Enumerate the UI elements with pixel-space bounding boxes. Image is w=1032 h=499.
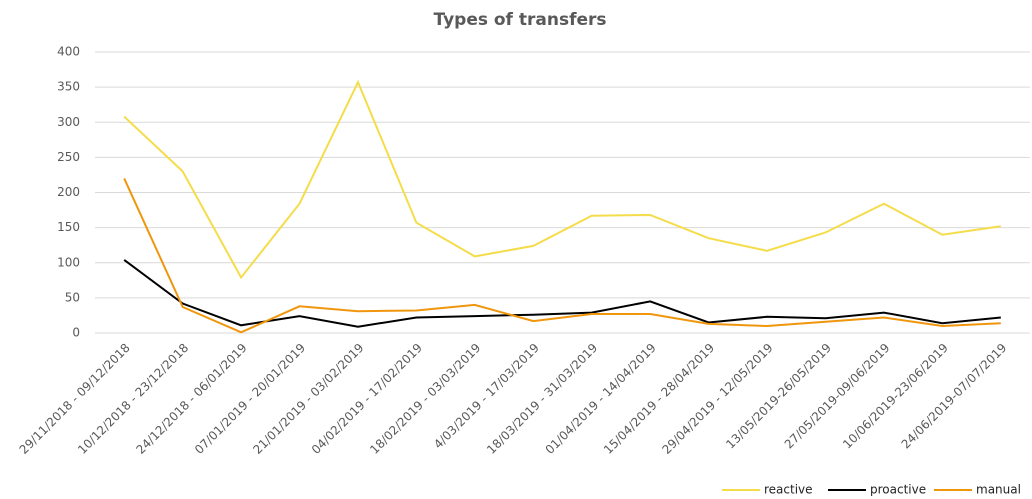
y-tick-label: 50 (65, 290, 80, 304)
legend-label: reactive (764, 483, 813, 497)
x-tick-label: 27/05/2019-09/06/2019 (782, 341, 893, 452)
series-line (123, 79, 1001, 280)
x-tick-label: 10/12/2018 - 23/12/2018 (75, 341, 191, 457)
x-tick-label: 4/03/2019 - 17/03/2019 (431, 341, 542, 452)
y-tick-label: 150 (57, 220, 80, 234)
x-tick-label: 01/04/2019 - 14/04/2019 (543, 341, 659, 457)
x-tick-label: 04/02/2019 - 17/02/2019 (309, 341, 425, 457)
x-tick-label: 21/01/2019 - 03/02/2019 (250, 341, 366, 457)
legend-label: manual (976, 483, 1021, 497)
x-tick-label: 24/06/2019-07/07/2019 (899, 341, 1010, 452)
x-tick-label: 10/06/2019-23/06/2019 (840, 341, 951, 452)
y-tick-label: 250 (57, 150, 80, 164)
y-tick-label: 100 (57, 255, 80, 269)
y-tick-label: 0 (72, 326, 80, 340)
series-line (123, 177, 1001, 334)
series-line (123, 259, 1001, 328)
x-tick-label: 29/04/2019 - 12/05/2019 (659, 341, 775, 457)
legend-label: proactive (870, 483, 926, 497)
x-tick-label: 13/05/2019-26/05/2019 (723, 341, 834, 452)
x-tick-label: 29/11/2018 - 09/12/2018 (17, 341, 133, 457)
y-tick-label: 200 (57, 185, 80, 199)
x-tick-label: 18/02/2019 - 03/03/2019 (367, 341, 483, 457)
chart-title: Types of transfers (433, 10, 606, 30)
x-tick-label: 15/04/2019 - 28/04/2019 (601, 341, 717, 457)
y-tick-label: 400 (57, 45, 80, 59)
y-tick-label: 350 (57, 80, 80, 94)
x-tick-label: 24/12/2018 - 06/01/2019 (134, 341, 250, 457)
y-tick-label: 300 (57, 115, 80, 129)
x-tick-label: 18/03/2019 - 31/03/2019 (484, 341, 600, 457)
x-tick-label: 07/01/2019 - 20/01/2019 (192, 341, 308, 457)
